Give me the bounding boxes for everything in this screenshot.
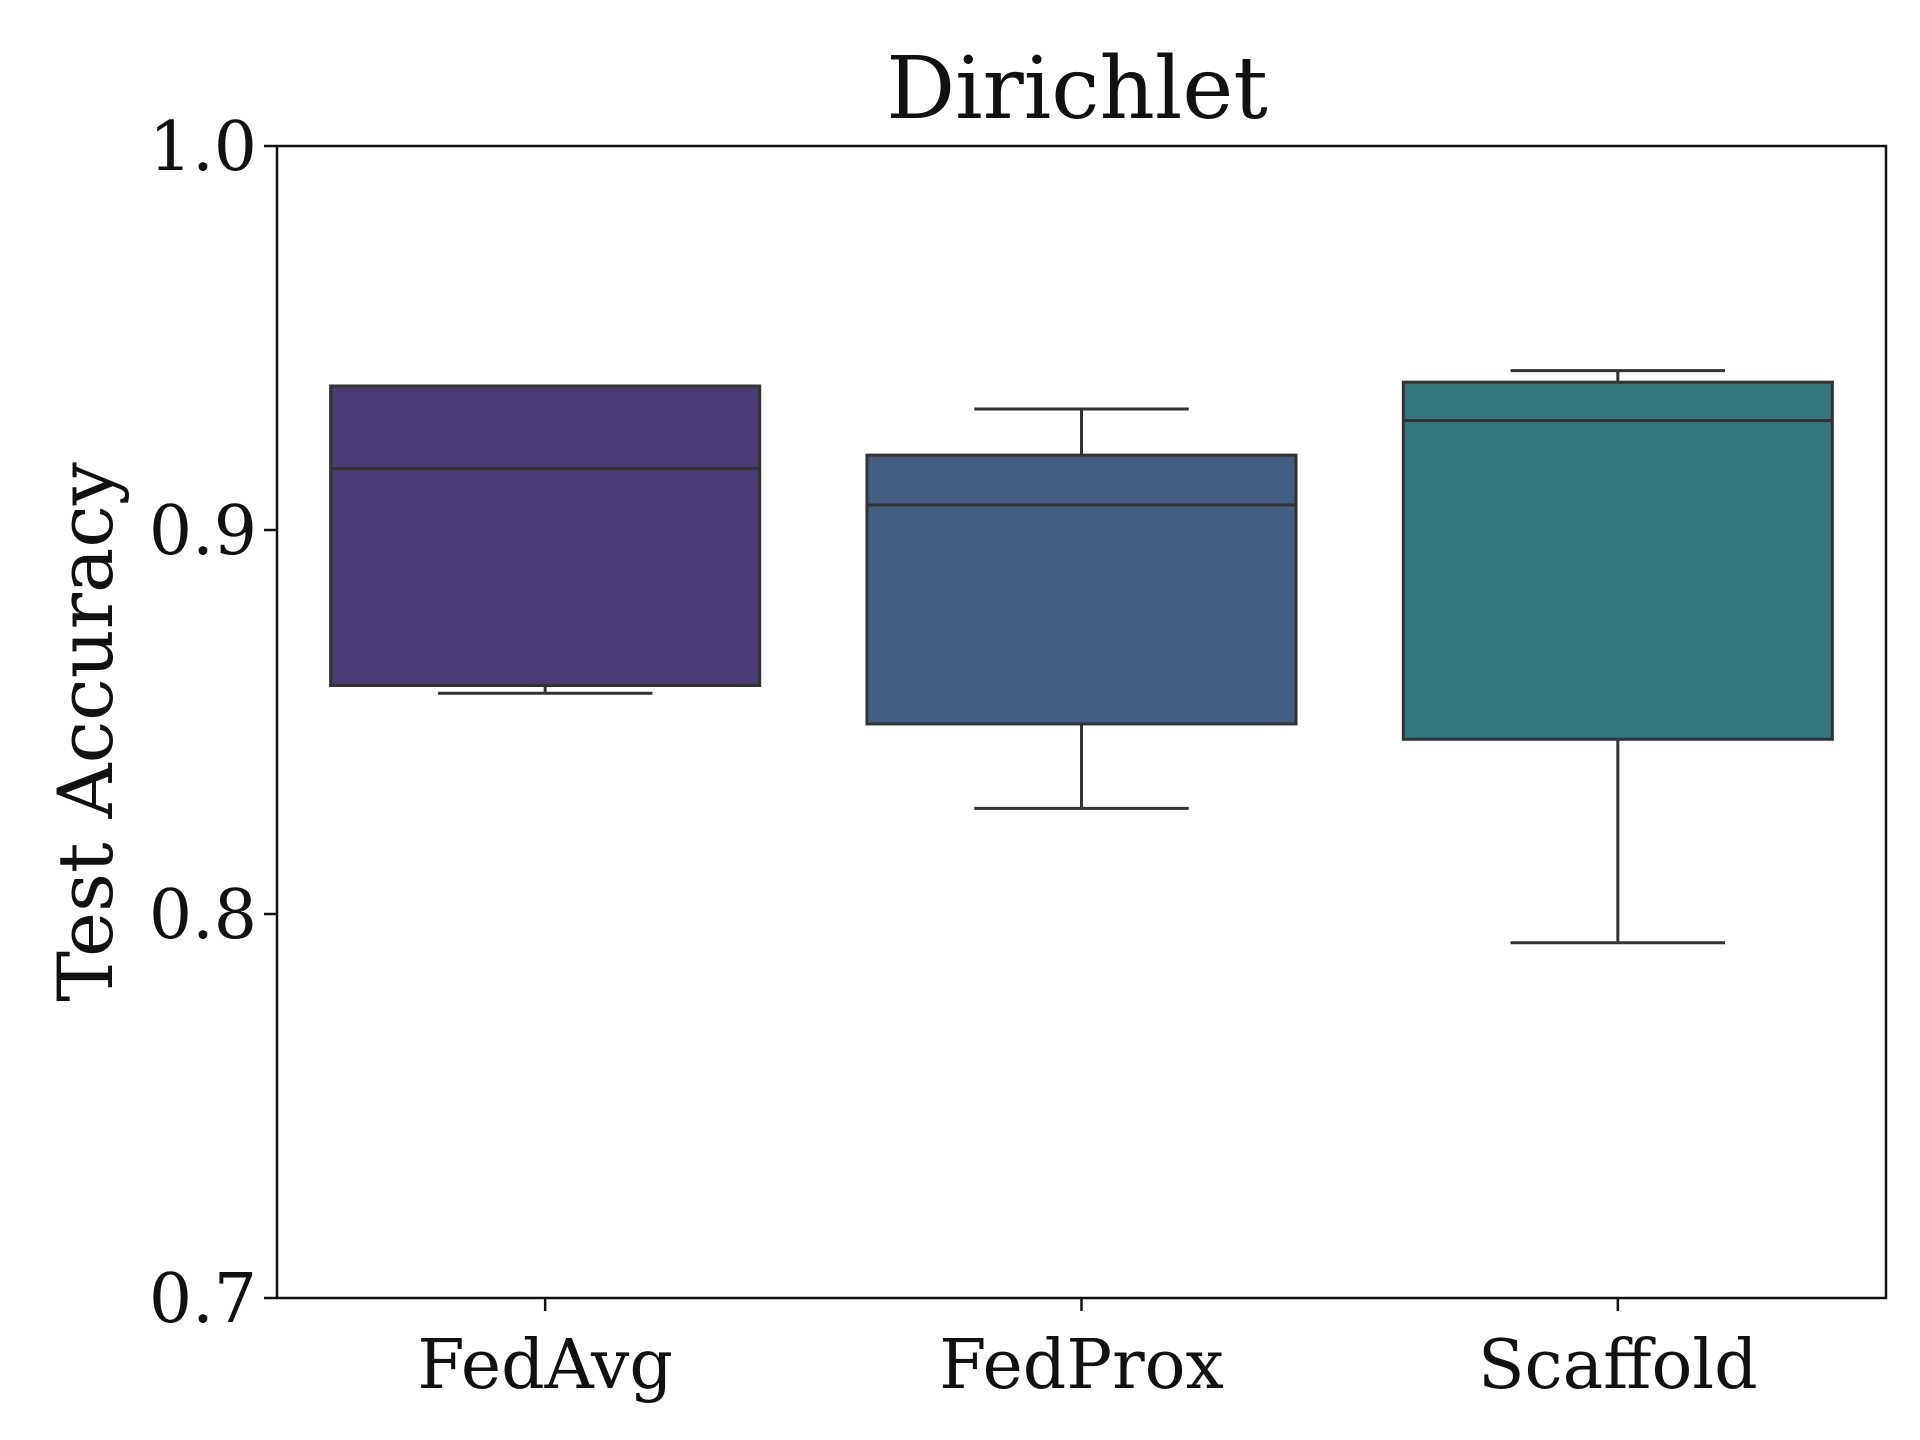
y-axis: 0.7 0.8 0.9 1.0 xyxy=(149,108,277,1339)
y-tick-label: 0.7 xyxy=(149,1260,257,1339)
x-tick-label: FedAvg xyxy=(417,1326,673,1405)
y-tick-label: 0.9 xyxy=(149,492,257,571)
plot-area xyxy=(329,369,1834,945)
box-iqr xyxy=(329,384,762,688)
box-group-fedavg xyxy=(329,384,762,695)
plot-frame xyxy=(275,144,1888,1300)
chart-title: Dirichlet xyxy=(886,39,1268,139)
y-axis-label: Test Accuracy xyxy=(41,462,130,1002)
box-iqr xyxy=(865,453,1298,726)
box-group-fedprox xyxy=(865,407,1298,810)
x-axis: FedAvg FedProx Scaffold xyxy=(417,1298,1758,1405)
x-tick-label: FedProx xyxy=(939,1326,1224,1405)
y-tick-label: 0.8 xyxy=(149,876,257,955)
box-group-scaffold xyxy=(1401,369,1834,945)
x-tick-label: Scaffold xyxy=(1478,1326,1758,1405)
box-iqr xyxy=(1401,380,1834,741)
y-tick-label: 1.0 xyxy=(149,108,257,187)
